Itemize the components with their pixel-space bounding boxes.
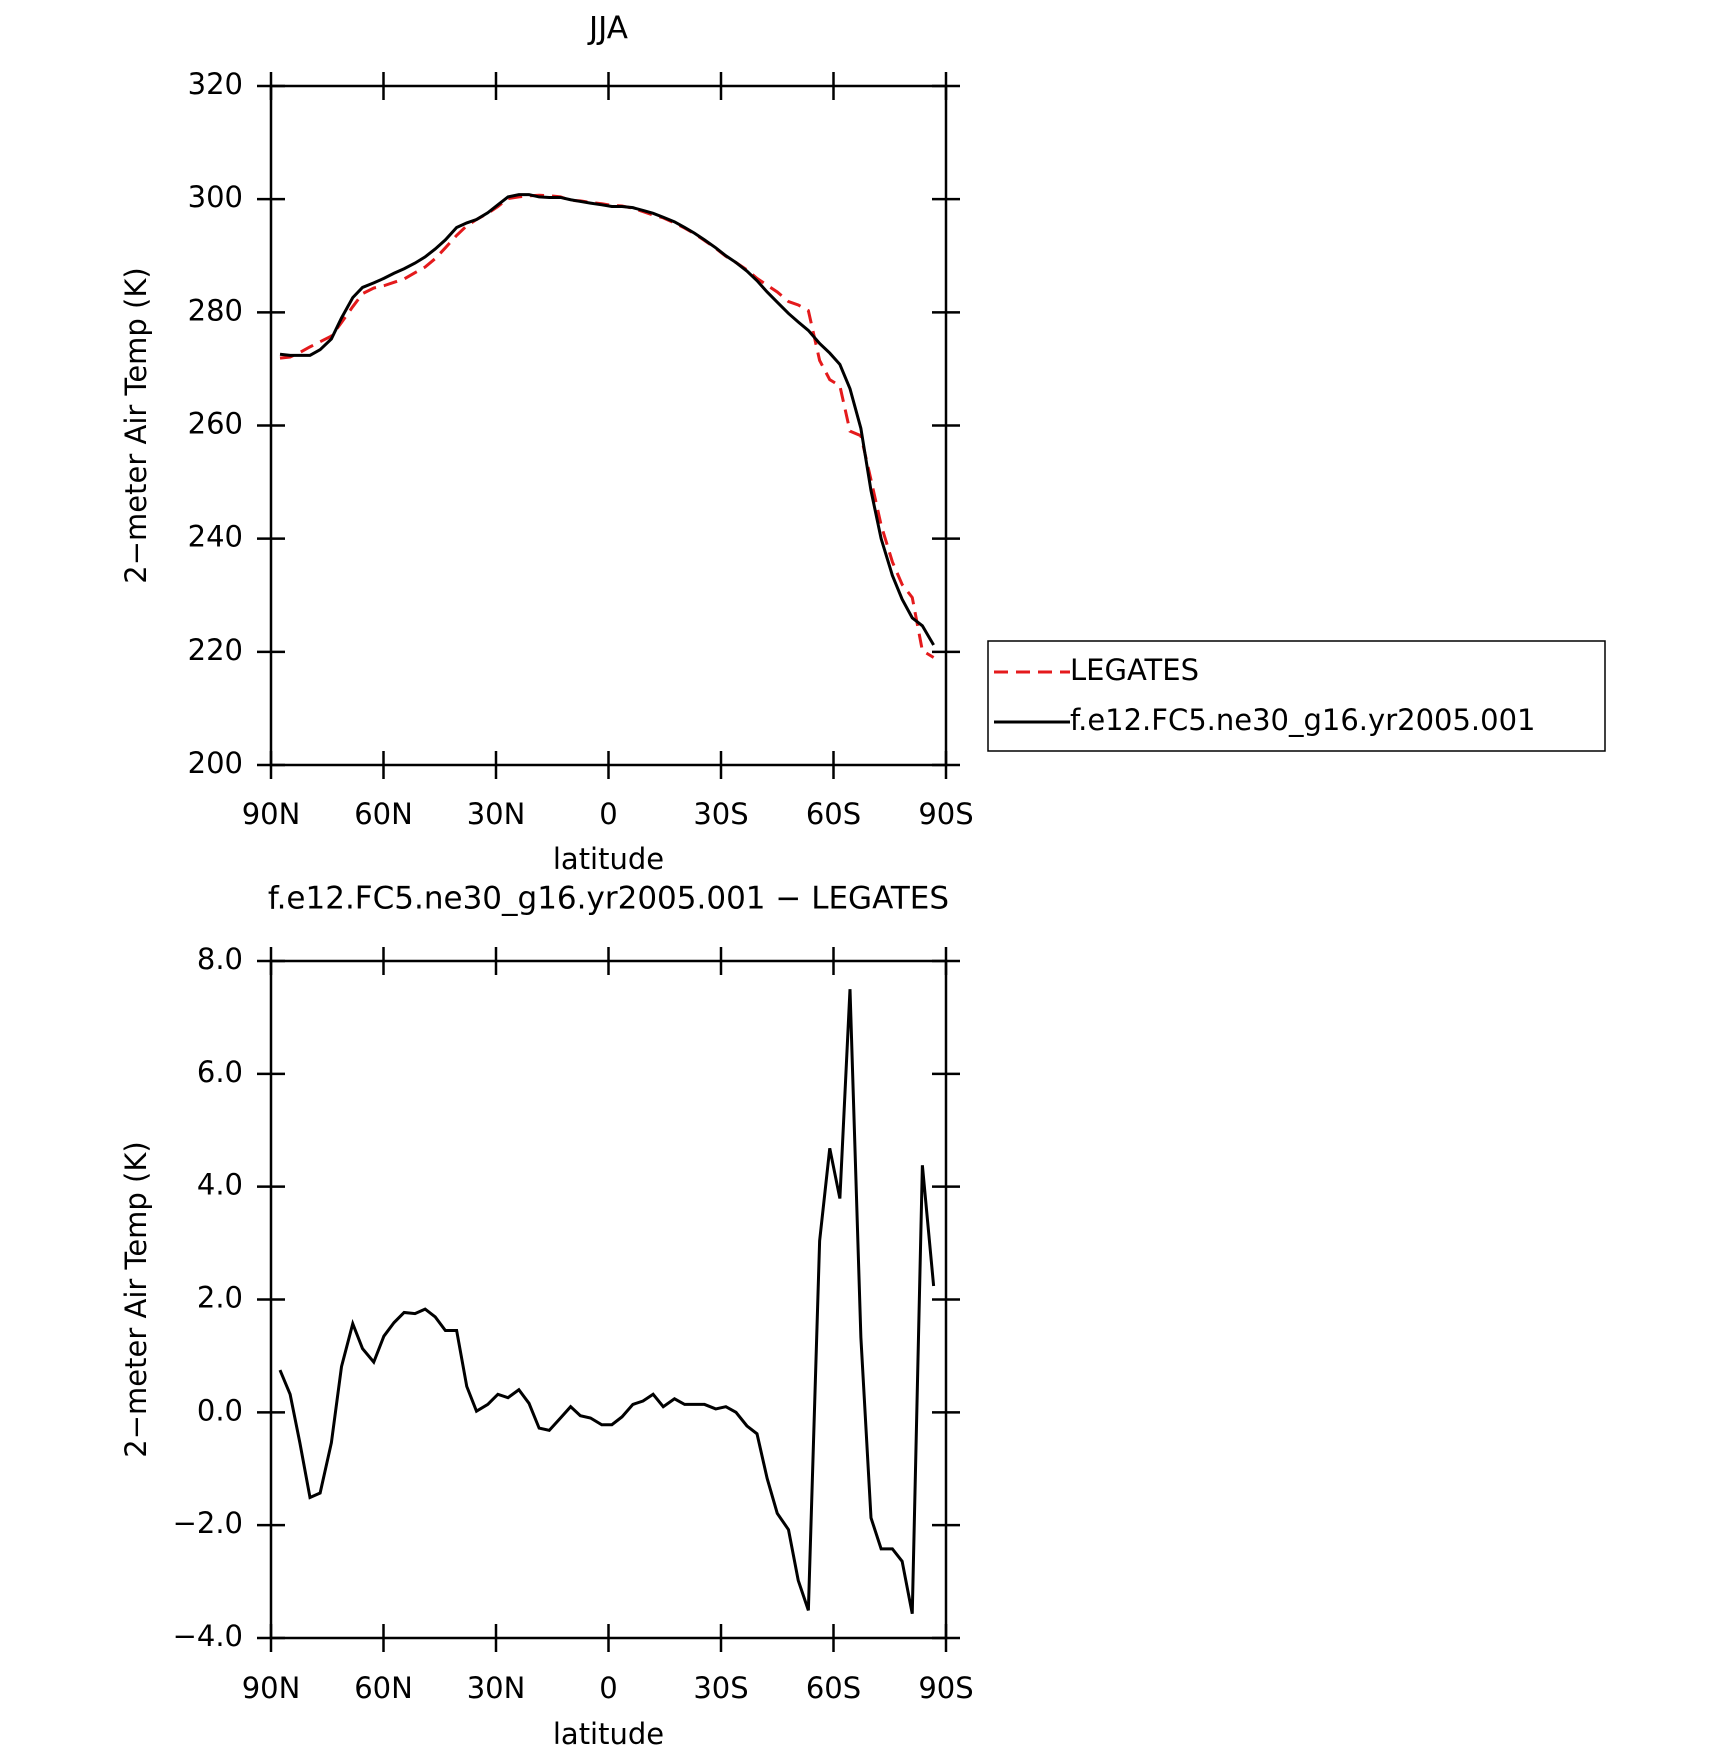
y-tick-label: 200 [188, 746, 243, 780]
x-axis-label: latitude [553, 1717, 664, 1751]
x-tick-label: 0 [599, 797, 617, 831]
y-tick-label: 300 [188, 180, 243, 214]
chart-title: JJA [587, 11, 628, 47]
data-line [279, 193, 935, 646]
y-axis-label: 2−meter Air Temp (K) [119, 1141, 153, 1457]
data-line [278, 989, 936, 1615]
y-tick-label: 6.0 [197, 1055, 243, 1089]
x-tick-label: 60N [354, 1671, 413, 1705]
y-tick-label: 260 [188, 407, 243, 441]
y-tick-label: −4.0 [173, 1619, 243, 1653]
y-tick-label: 220 [188, 633, 243, 667]
y-tick-label: 0.0 [197, 1393, 243, 1427]
legend-label: LEGATES [1070, 653, 1199, 687]
y-tick-label: 280 [188, 293, 243, 327]
x-tick-label: 90S [918, 797, 973, 831]
y-tick-label: 320 [188, 67, 243, 101]
x-tick-label: 30N [467, 1671, 526, 1705]
x-tick-label: 60N [354, 797, 413, 831]
data-line [279, 193, 935, 659]
legend-label: f.e12.FC5.ne30_g16.yr2005.001 [1070, 703, 1536, 737]
x-tick-label: 90N [242, 797, 301, 831]
y-tick-label: 8.0 [197, 942, 243, 976]
x-tick-label: 30S [693, 797, 748, 831]
x-tick-label: 0 [599, 1671, 617, 1705]
y-tick-label: 4.0 [197, 1168, 243, 1202]
y-tick-label: 2.0 [197, 1281, 243, 1315]
x-tick-label: 30N [467, 797, 526, 831]
plot-frame [269, 84, 948, 767]
legend-box [987, 640, 1606, 752]
x-tick-label: 90S [918, 1671, 973, 1705]
x-tick-label: 60S [806, 797, 861, 831]
x-axis-label: latitude [553, 842, 664, 876]
chart-title: f.e12.FC5.ne30_g16.yr2005.001 − LEGATES [268, 881, 949, 917]
x-tick-label: 60S [806, 1671, 861, 1705]
x-tick-label: 30S [693, 1671, 748, 1705]
y-axis-label: 2−meter Air Temp (K) [119, 267, 153, 583]
x-tick-label: 90N [242, 1671, 301, 1705]
y-tick-label: 240 [188, 520, 243, 554]
plot-frame [269, 959, 948, 1640]
y-tick-label: −2.0 [173, 1506, 243, 1540]
